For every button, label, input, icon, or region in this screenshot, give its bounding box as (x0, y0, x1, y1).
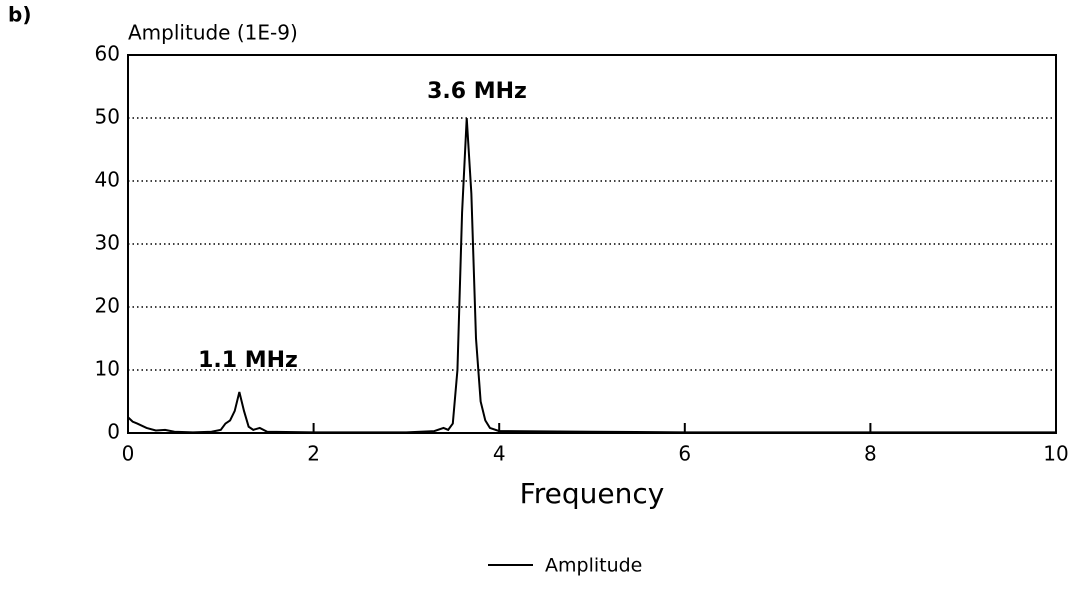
annotation: 3.6 MHz (427, 79, 527, 104)
x-tick-label: 8 (864, 442, 877, 466)
legend-label: Amplitude (545, 555, 642, 577)
y-tick-label: 20 (95, 294, 120, 318)
x-axis-label: Frequency (520, 477, 665, 510)
annotation: 1.1 MHz (198, 348, 298, 373)
x-tick-label: 2 (307, 442, 320, 466)
plot-frame (127, 54, 1057, 434)
y-tick-label: 10 (95, 357, 120, 381)
y-axis-label: Amplitude (1E-9) (128, 21, 298, 45)
x-tick-label: 6 (678, 442, 691, 466)
y-tick-label: 50 (95, 105, 120, 129)
x-tick-label: 4 (493, 442, 506, 466)
y-tick-label: 40 (95, 168, 120, 192)
x-tick-label: 0 (122, 442, 135, 466)
series-line (127, 117, 1056, 434)
y-tick-label: 60 (95, 42, 120, 66)
y-tick-label: 30 (95, 231, 120, 255)
y-tick-label: 0 (107, 420, 120, 444)
panel-label: b) (8, 3, 31, 27)
x-tick-label: 10 (1043, 442, 1068, 466)
